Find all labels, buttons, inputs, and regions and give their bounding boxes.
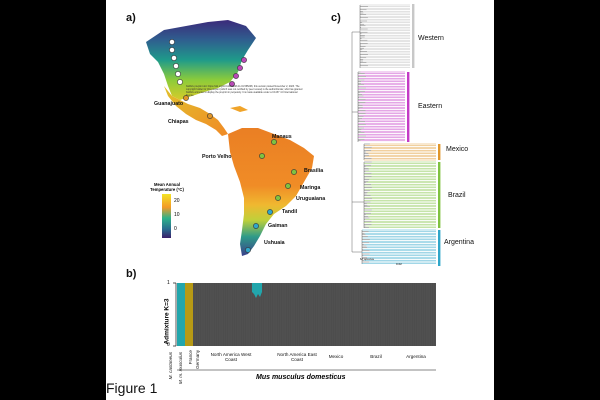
phylogenetic-tree	[351, 4, 441, 266]
sample-point	[259, 153, 265, 159]
x-label-mexico: Mexico	[328, 354, 344, 359]
sample-point	[169, 39, 175, 45]
tree-scale-label: 0.02	[396, 262, 402, 266]
sample-point	[245, 247, 251, 253]
admixture-bar-k1-signal	[252, 283, 262, 298]
sample-point	[171, 55, 177, 61]
sample-sites	[169, 39, 297, 253]
city-label-chiapas: Chiapas	[168, 119, 189, 125]
city-label-ushuaia: Ushuaia	[264, 240, 285, 246]
clade-bar-western	[412, 4, 415, 68]
clade-label-mexico: Mexico	[446, 146, 469, 153]
sample-point	[241, 57, 247, 63]
city-label-uruguaiana: Uruguaiana	[296, 196, 326, 202]
colorbar-tick: 10	[174, 212, 180, 218]
outgroup-label: M. spretus	[360, 257, 375, 261]
admixture-y-tick-1: 1	[167, 280, 170, 286]
panel-label-b: b)	[126, 268, 137, 280]
sample-point	[183, 95, 189, 101]
temperature-colorbar	[162, 194, 171, 238]
caribbean-islands	[230, 106, 248, 112]
sample-point	[229, 81, 235, 87]
x-label-argentina: Argentina	[406, 354, 426, 359]
colorbar-title: Mean Annual Temperature (°C)	[150, 182, 184, 192]
city-label-porto-velho: Porto Velho	[202, 154, 232, 160]
sample-point	[237, 65, 243, 71]
city-label-gaiman: Gaiman	[268, 223, 288, 229]
x-label-germany: Germany	[195, 350, 200, 369]
figure-page: a) c) b)	[106, 0, 494, 400]
preprint-notice: bioRxiv preprint doi: https://doi.org/10…	[186, 85, 303, 97]
clade-bar-argentina	[438, 230, 441, 266]
admixture-sample-stripes	[193, 283, 436, 346]
city-label-brasilia: Brasilia	[304, 168, 324, 174]
clade-bar-brazil	[438, 162, 441, 228]
clade-bar-mexico	[438, 144, 441, 160]
sample-point	[169, 47, 175, 53]
temperature-map	[146, 20, 314, 256]
sample-point	[175, 71, 181, 77]
south-america-landmass	[228, 128, 314, 256]
sample-point	[207, 113, 213, 119]
admixture-y-tick-0: 0	[167, 342, 170, 348]
clade-label-western: Western	[418, 35, 444, 42]
city-label-manaus: Manaus	[272, 134, 292, 140]
clade-label-eastern: Eastern	[418, 103, 443, 110]
panel-label-c: c)	[331, 12, 341, 24]
colorbar-tick: 0	[174, 226, 177, 232]
city-label-maringa: Maringa	[300, 185, 321, 191]
clade-label-brazil: Brazil	[448, 192, 466, 199]
sample-point	[177, 79, 183, 85]
group-label-domesticus: Mus musculus domesticus	[256, 374, 346, 381]
panel-label-a: a)	[126, 12, 136, 24]
figure-label: Figure 1	[106, 380, 158, 396]
tree-branches	[351, 4, 436, 264]
sample-point	[173, 63, 179, 69]
admixture-plot	[173, 282, 436, 371]
sample-point	[233, 73, 239, 79]
sample-point	[267, 209, 273, 215]
city-label-tandil: Tandil	[282, 209, 298, 215]
central-america-landmass	[164, 86, 228, 136]
colorbar-tick: 20	[174, 198, 180, 204]
clade-label-argentina: Argentina	[444, 239, 474, 246]
x-label-na-west: North America West Coast	[210, 352, 252, 363]
admixture-bar-musculus	[185, 283, 193, 346]
city-label-guanajuato: Guanajuato	[154, 101, 184, 107]
sample-point	[253, 223, 259, 229]
x-label-na-east: North America East Coast	[277, 352, 317, 363]
sample-point	[275, 195, 281, 201]
admixture-bar-castaneus	[177, 283, 185, 346]
sample-point	[285, 183, 291, 189]
clade-bar-eastern	[407, 72, 410, 142]
x-label-brazil: Brazil	[370, 354, 382, 359]
sample-point	[271, 139, 277, 145]
sample-point	[291, 169, 297, 175]
